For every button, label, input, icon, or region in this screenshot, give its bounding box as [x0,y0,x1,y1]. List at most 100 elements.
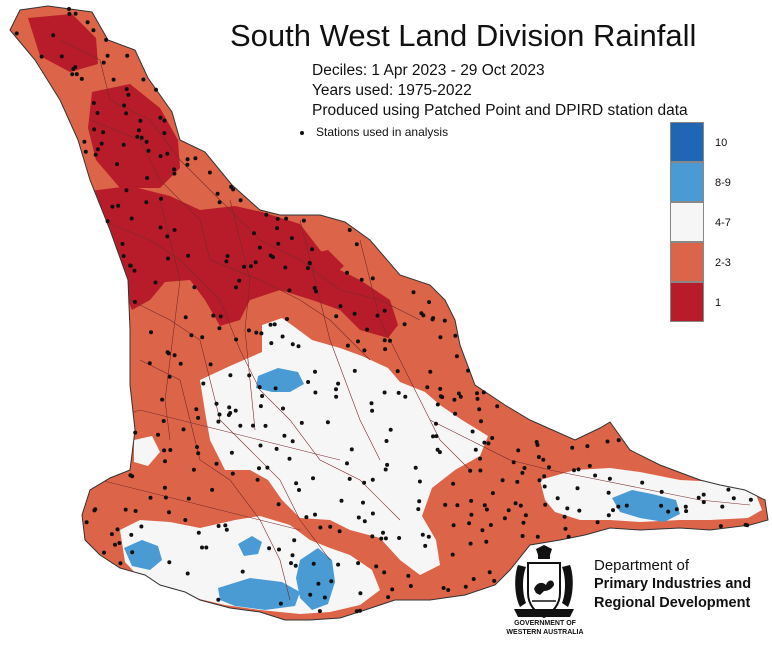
station-marker [312,286,317,290]
decile-1-regions [28,14,398,338]
station-marker [172,353,177,358]
station-marker [290,553,295,558]
station-marker [402,322,407,327]
station-marker [282,433,287,438]
station-marker [370,511,375,516]
station-marker [276,502,281,507]
station-marker [156,432,160,437]
station-marker [178,361,183,366]
station-marker [257,466,261,471]
station-marker [317,609,322,614]
station-marker [200,335,205,340]
station-marker [93,152,98,157]
station-marker [607,476,612,481]
station-marker [313,512,317,517]
station-marker [382,570,387,575]
station-marker [224,527,229,532]
station-marker [189,333,194,338]
station-marker [396,390,401,395]
station-marker [272,322,277,327]
station-marker [417,479,422,484]
station-marker [240,569,245,574]
station-marker [374,564,379,569]
station-marker [334,394,339,399]
station-marker [161,419,166,423]
station-marker [388,338,392,343]
station-marker [334,314,339,319]
station-marker [413,465,418,470]
dept-line2: Primary Industries and [594,576,752,592]
station-marker [606,490,611,495]
station-marker [207,170,212,175]
wa-government-crest-icon [514,545,574,619]
station-marker [99,141,104,146]
station-marker [268,253,273,258]
station-marker [141,77,146,82]
station-marker [165,151,170,156]
station-marker [435,402,440,407]
station-marker [263,423,268,428]
station-marker [359,277,364,282]
station-marker [370,534,375,539]
station-marker [276,241,281,246]
station-marker [273,386,278,391]
station-marker [743,522,748,527]
station-marker [280,334,285,339]
station-marker [506,508,511,513]
station-marker [274,446,279,451]
station-marker [218,314,223,319]
station-marker [336,562,341,567]
station-marker [289,236,294,241]
station-marker [406,573,411,578]
station-marker [297,488,301,492]
station-marker [421,313,426,318]
station-marker [185,571,190,576]
station-marker [434,434,439,439]
station-marker [122,103,127,108]
station-marker [520,470,525,475]
station-marker [126,92,131,97]
station-marker [417,499,422,504]
station-marker [455,503,460,508]
station-marker [547,465,551,470]
station-marker [249,264,253,269]
station-marker [575,486,580,491]
station-marker [255,477,260,482]
station-marker [696,495,701,500]
station-marker [149,330,153,335]
station-marker [718,524,723,529]
station-marker [425,385,430,390]
station-marker [275,216,280,221]
station-marker [562,514,567,519]
station-marker [92,508,97,513]
station-marker [458,394,463,399]
station-marker [375,313,380,318]
station-marker [470,429,475,434]
station-marker [534,440,539,444]
station-marker [477,407,482,412]
station-marker [229,450,234,455]
station-marker [226,413,231,417]
department-name: Department of Primary Industries and Reg… [594,556,751,613]
legend-swatch [670,162,704,202]
station-marker [478,468,483,473]
station-marker [475,396,480,401]
station-marker [216,419,221,424]
station-marker [147,361,152,366]
station-marker [490,491,495,496]
station-marker [229,184,234,189]
station-marker [217,200,222,205]
station-markers [14,7,753,614]
station-marker [165,234,170,239]
station-marker [237,278,242,283]
station-marker [731,496,736,501]
station-marker [482,503,487,508]
station-marker [228,373,233,378]
station-marker [120,241,125,246]
station-marker [163,495,168,500]
station-marker [336,381,341,386]
legend-swatch [670,122,704,162]
station-marker [129,532,134,537]
station-marker [438,335,443,340]
station-marker [116,203,121,208]
